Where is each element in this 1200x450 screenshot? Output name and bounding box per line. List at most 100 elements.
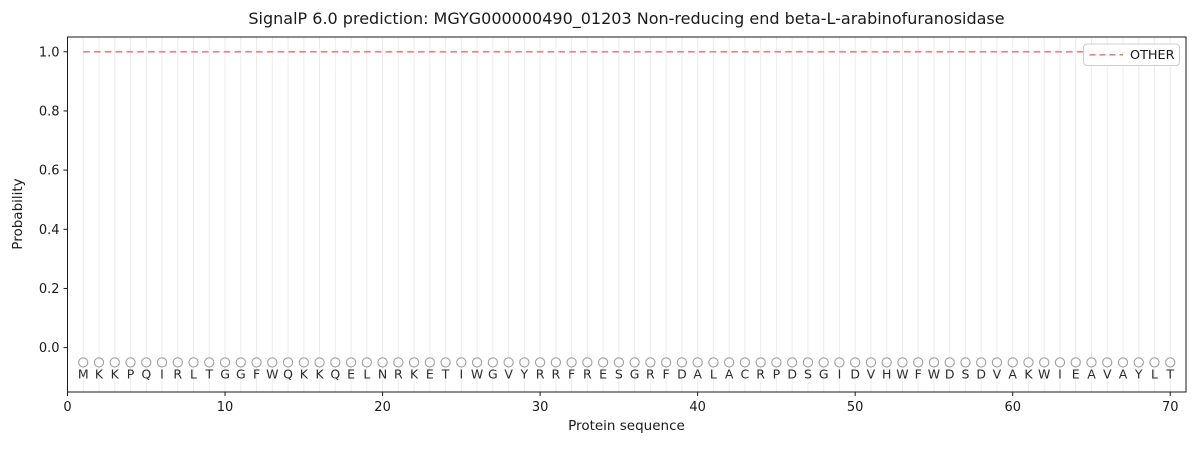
y-tick-label: 0.2 bbox=[39, 282, 60, 297]
residue-letter: R bbox=[756, 367, 765, 382]
residue-marker-circle bbox=[125, 357, 136, 368]
x-tick-label: 10 bbox=[217, 400, 234, 415]
residue-letter: W bbox=[471, 367, 483, 382]
y-tick-label: 0.0 bbox=[39, 341, 60, 356]
x-tick-label: 30 bbox=[532, 400, 549, 415]
residue-letter: G bbox=[630, 367, 640, 382]
residue-marker-circle bbox=[487, 357, 498, 368]
residue-letter: F bbox=[568, 367, 575, 382]
x-tick-label: 70 bbox=[1162, 400, 1179, 415]
residue-letter: F bbox=[663, 367, 670, 382]
residue-marker-circle bbox=[78, 357, 89, 368]
residue-letter: F bbox=[253, 367, 260, 382]
residue-letter: P bbox=[127, 367, 135, 382]
residue-letter: L bbox=[190, 367, 197, 382]
residue-letter: K bbox=[410, 367, 419, 382]
residue-marker-circle bbox=[834, 357, 845, 368]
residue-letter: V bbox=[867, 367, 876, 382]
residue-letter: E bbox=[1072, 367, 1080, 382]
residue-marker-circle bbox=[393, 357, 404, 368]
residue-letter: I bbox=[459, 367, 463, 382]
y-tick-label: 0.4 bbox=[39, 223, 60, 238]
x-tick-label: 40 bbox=[689, 400, 706, 415]
legend-other-label: OTHER bbox=[1130, 48, 1175, 63]
residue-marker-circle bbox=[345, 357, 357, 368]
residue-letter: F bbox=[915, 367, 922, 382]
residue-letter: G bbox=[819, 367, 829, 382]
residue-marker-circle bbox=[141, 357, 152, 368]
residue-marker-circle bbox=[818, 357, 829, 368]
residue-marker-circle bbox=[1133, 357, 1144, 368]
residue-letter: Q bbox=[330, 367, 340, 382]
residue-marker-circle bbox=[739, 357, 751, 368]
residue-letter: G bbox=[236, 367, 246, 382]
residue-letter: S bbox=[961, 367, 969, 382]
residue-marker-circle bbox=[928, 357, 940, 368]
residue-marker-circle bbox=[1023, 357, 1034, 368]
residue-marker-circle bbox=[723, 357, 735, 368]
residue-marker-circle bbox=[944, 357, 955, 368]
residue-letter: D bbox=[850, 367, 860, 382]
residue-letter: A bbox=[725, 367, 734, 382]
residue-marker-circle bbox=[1102, 357, 1113, 368]
residue-marker-circle bbox=[1149, 357, 1160, 368]
residue-letter: Y bbox=[1134, 367, 1143, 382]
residue-marker-circle bbox=[550, 357, 562, 368]
residue-marker-circle bbox=[534, 357, 546, 368]
residue-marker-circle bbox=[850, 357, 861, 368]
y-tick-label: 1.0 bbox=[39, 45, 60, 60]
residue-marker-circle bbox=[1039, 357, 1050, 368]
residue-letter: S bbox=[804, 367, 812, 382]
residue-marker-circle bbox=[109, 357, 120, 368]
residue-marker-circle bbox=[361, 357, 372, 368]
residue-letter: D bbox=[787, 367, 797, 382]
residue-marker-circle bbox=[251, 357, 262, 368]
residue-letter: G bbox=[488, 367, 498, 382]
x-axis-label: Protein sequence bbox=[568, 418, 685, 434]
residue-letter: R bbox=[173, 367, 182, 382]
residue-letter: H bbox=[882, 367, 891, 382]
residue-marker-circle bbox=[1165, 357, 1176, 368]
residue-marker-circle bbox=[676, 357, 688, 368]
residue-marker-circle bbox=[645, 357, 656, 368]
residue-marker-circle bbox=[660, 357, 672, 368]
residue-letter: K bbox=[95, 367, 104, 382]
residue-letter: W bbox=[266, 367, 278, 382]
residue-letter: D bbox=[945, 367, 955, 382]
residue-marker-circle bbox=[1117, 357, 1129, 368]
residue-letter: E bbox=[599, 367, 607, 382]
legend-box bbox=[1083, 43, 1180, 66]
y-tick-label: 0.6 bbox=[39, 164, 60, 179]
residue-marker-circle bbox=[976, 357, 987, 368]
residue-marker-circle bbox=[629, 357, 640, 368]
residue-letter: A bbox=[693, 367, 702, 382]
residue-marker-circle bbox=[503, 357, 514, 368]
residue-letter: T bbox=[1165, 367, 1174, 382]
residue-letter: D bbox=[677, 367, 687, 382]
residue-marker-circle bbox=[282, 357, 294, 368]
residue-marker-circle bbox=[802, 357, 814, 368]
residue-letter: W bbox=[1038, 367, 1050, 382]
residue-letter: T bbox=[441, 367, 450, 382]
residue-marker-circle bbox=[93, 357, 105, 368]
residue-letter: C bbox=[741, 367, 750, 382]
residue-marker-circle bbox=[440, 357, 451, 368]
residue-marker-circle bbox=[755, 357, 766, 368]
residue-letter: R bbox=[583, 367, 592, 382]
x-tick-label: 50 bbox=[847, 400, 864, 415]
residue-marker-circle bbox=[204, 357, 215, 368]
residue-marker-circle bbox=[1007, 357, 1018, 368]
residue-letter: V bbox=[993, 367, 1002, 382]
residue-letter: M bbox=[78, 367, 89, 382]
residue-letter: R bbox=[552, 367, 561, 382]
residue-marker-circle bbox=[771, 357, 782, 368]
residue-letter: P bbox=[773, 367, 781, 382]
residue-marker-circle bbox=[314, 357, 325, 368]
residue-marker-circle bbox=[913, 357, 924, 368]
residue-letter: V bbox=[1103, 367, 1112, 382]
residue-marker-circle bbox=[1086, 357, 1097, 368]
residue-marker-circle bbox=[613, 357, 625, 368]
residue-letter: I bbox=[1058, 367, 1062, 382]
